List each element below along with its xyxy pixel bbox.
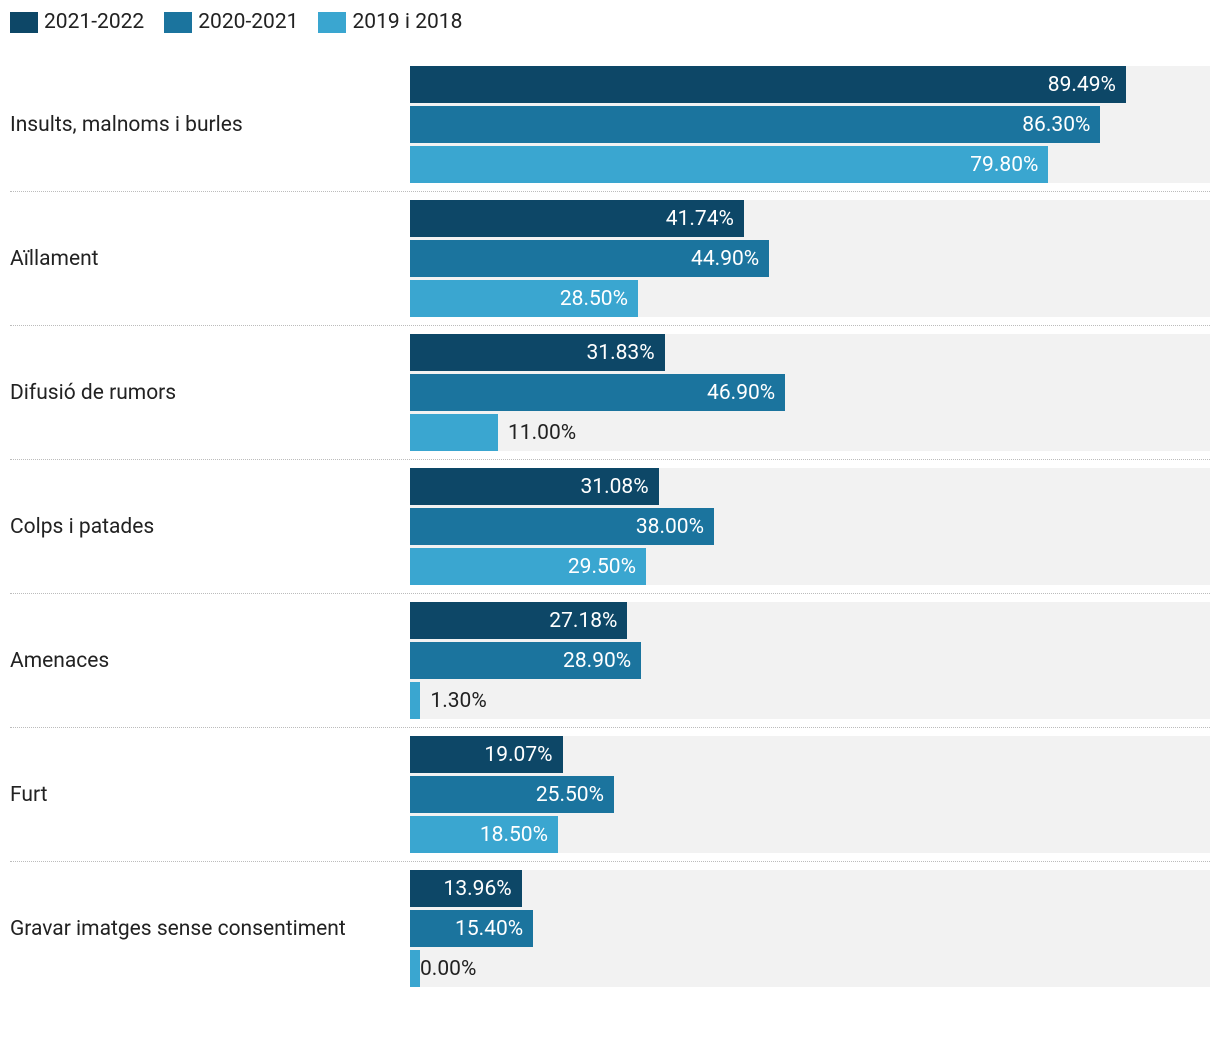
bar-row: 41.74%	[410, 200, 1210, 237]
bar-row: 31.83%	[410, 334, 1210, 371]
bar-value-label: 0.00%	[420, 957, 476, 981]
bar-row: 0.00%	[410, 950, 1210, 987]
bar: 38.00%	[410, 508, 714, 545]
legend-swatch	[164, 12, 192, 33]
bar: 31.83%	[410, 334, 665, 371]
bar: 41.74%	[410, 200, 744, 237]
bars-column: 19.07%25.50%18.50%	[410, 736, 1210, 853]
bar	[410, 682, 420, 719]
legend-swatch	[318, 12, 346, 33]
bar-row: 28.50%	[410, 280, 1210, 317]
chart-legend: 2021-2022 2020-2021 2019 i 2018	[10, 10, 1210, 34]
category-group: Furt19.07%25.50%18.50%	[10, 728, 1210, 862]
bar: 18.50%	[410, 816, 558, 853]
bar-row: 86.30%	[410, 106, 1210, 143]
category-group: Aïllament41.74%44.90%28.50%	[10, 192, 1210, 326]
bars-column: 31.08%38.00%29.50%	[410, 468, 1210, 585]
bar-row: 25.50%	[410, 776, 1210, 813]
bar: 15.40%	[410, 910, 533, 947]
legend-item: 2019 i 2018	[318, 10, 462, 34]
legend-swatch	[10, 12, 38, 33]
bar-row: 27.18%	[410, 602, 1210, 639]
bar: 25.50%	[410, 776, 614, 813]
bar: 19.07%	[410, 736, 563, 773]
category-group: Amenaces27.18%28.90% 1.30%	[10, 594, 1210, 728]
bar-value-label: 11.00%	[508, 421, 576, 445]
bar: 27.18%	[410, 602, 627, 639]
bar-row: 1.30%	[410, 682, 1210, 719]
bar	[410, 414, 498, 451]
category-label: Difusió de rumors	[10, 334, 410, 451]
legend-label: 2021-2022	[44, 10, 144, 34]
bar-row: 13.96%	[410, 870, 1210, 907]
bar: 28.50%	[410, 280, 638, 317]
bar-row: 28.90%	[410, 642, 1210, 679]
legend-item: 2021-2022	[10, 10, 144, 34]
bar: 13.96%	[410, 870, 522, 907]
legend-label: 2020-2021	[198, 10, 298, 34]
category-group: Colps i patades31.08%38.00%29.50%	[10, 460, 1210, 594]
bar: 31.08%	[410, 468, 659, 505]
bar: 29.50%	[410, 548, 646, 585]
bar-row: 38.00%	[410, 508, 1210, 545]
bar: 79.80%	[410, 146, 1048, 183]
category-label: Colps i patades	[10, 468, 410, 585]
bar-row: 29.50%	[410, 548, 1210, 585]
legend-item: 2020-2021	[164, 10, 298, 34]
bars-column: 89.49%86.30%79.80%	[410, 66, 1210, 183]
bar-row: 18.50%	[410, 816, 1210, 853]
bar-row: 19.07%	[410, 736, 1210, 773]
bar	[410, 950, 420, 987]
bar-row: 11.00%	[410, 414, 1210, 451]
bar-value-label: 1.30%	[430, 689, 486, 713]
bar-row: 89.49%	[410, 66, 1210, 103]
category-group: Difusió de rumors31.83%46.90% 11.00%	[10, 326, 1210, 460]
bar-row: 79.80%	[410, 146, 1210, 183]
bars-column: 27.18%28.90% 1.30%	[410, 602, 1210, 719]
bars-column: 31.83%46.90% 11.00%	[410, 334, 1210, 451]
bar: 28.90%	[410, 642, 641, 679]
grouped-bar-chart: Insults, malnoms i burles89.49%86.30%79.…	[10, 58, 1210, 995]
bars-column: 13.96%15.40% 0.00%	[410, 870, 1210, 987]
bar-row: 31.08%	[410, 468, 1210, 505]
category-label: Furt	[10, 736, 410, 853]
bars-column: 41.74%44.90%28.50%	[410, 200, 1210, 317]
bar-row: 44.90%	[410, 240, 1210, 277]
bar: 44.90%	[410, 240, 769, 277]
bar-row: 46.90%	[410, 374, 1210, 411]
category-group: Insults, malnoms i burles89.49%86.30%79.…	[10, 58, 1210, 192]
legend-label: 2019 i 2018	[352, 10, 462, 34]
bar: 46.90%	[410, 374, 785, 411]
category-label: Aïllament	[10, 200, 410, 317]
category-label: Gravar imatges sense consentiment	[10, 870, 410, 987]
bar-row: 15.40%	[410, 910, 1210, 947]
category-label: Amenaces	[10, 602, 410, 719]
category-group: Gravar imatges sense consentiment13.96%1…	[10, 862, 1210, 995]
category-label: Insults, malnoms i burles	[10, 66, 410, 183]
bar: 86.30%	[410, 106, 1100, 143]
bar: 89.49%	[410, 66, 1126, 103]
